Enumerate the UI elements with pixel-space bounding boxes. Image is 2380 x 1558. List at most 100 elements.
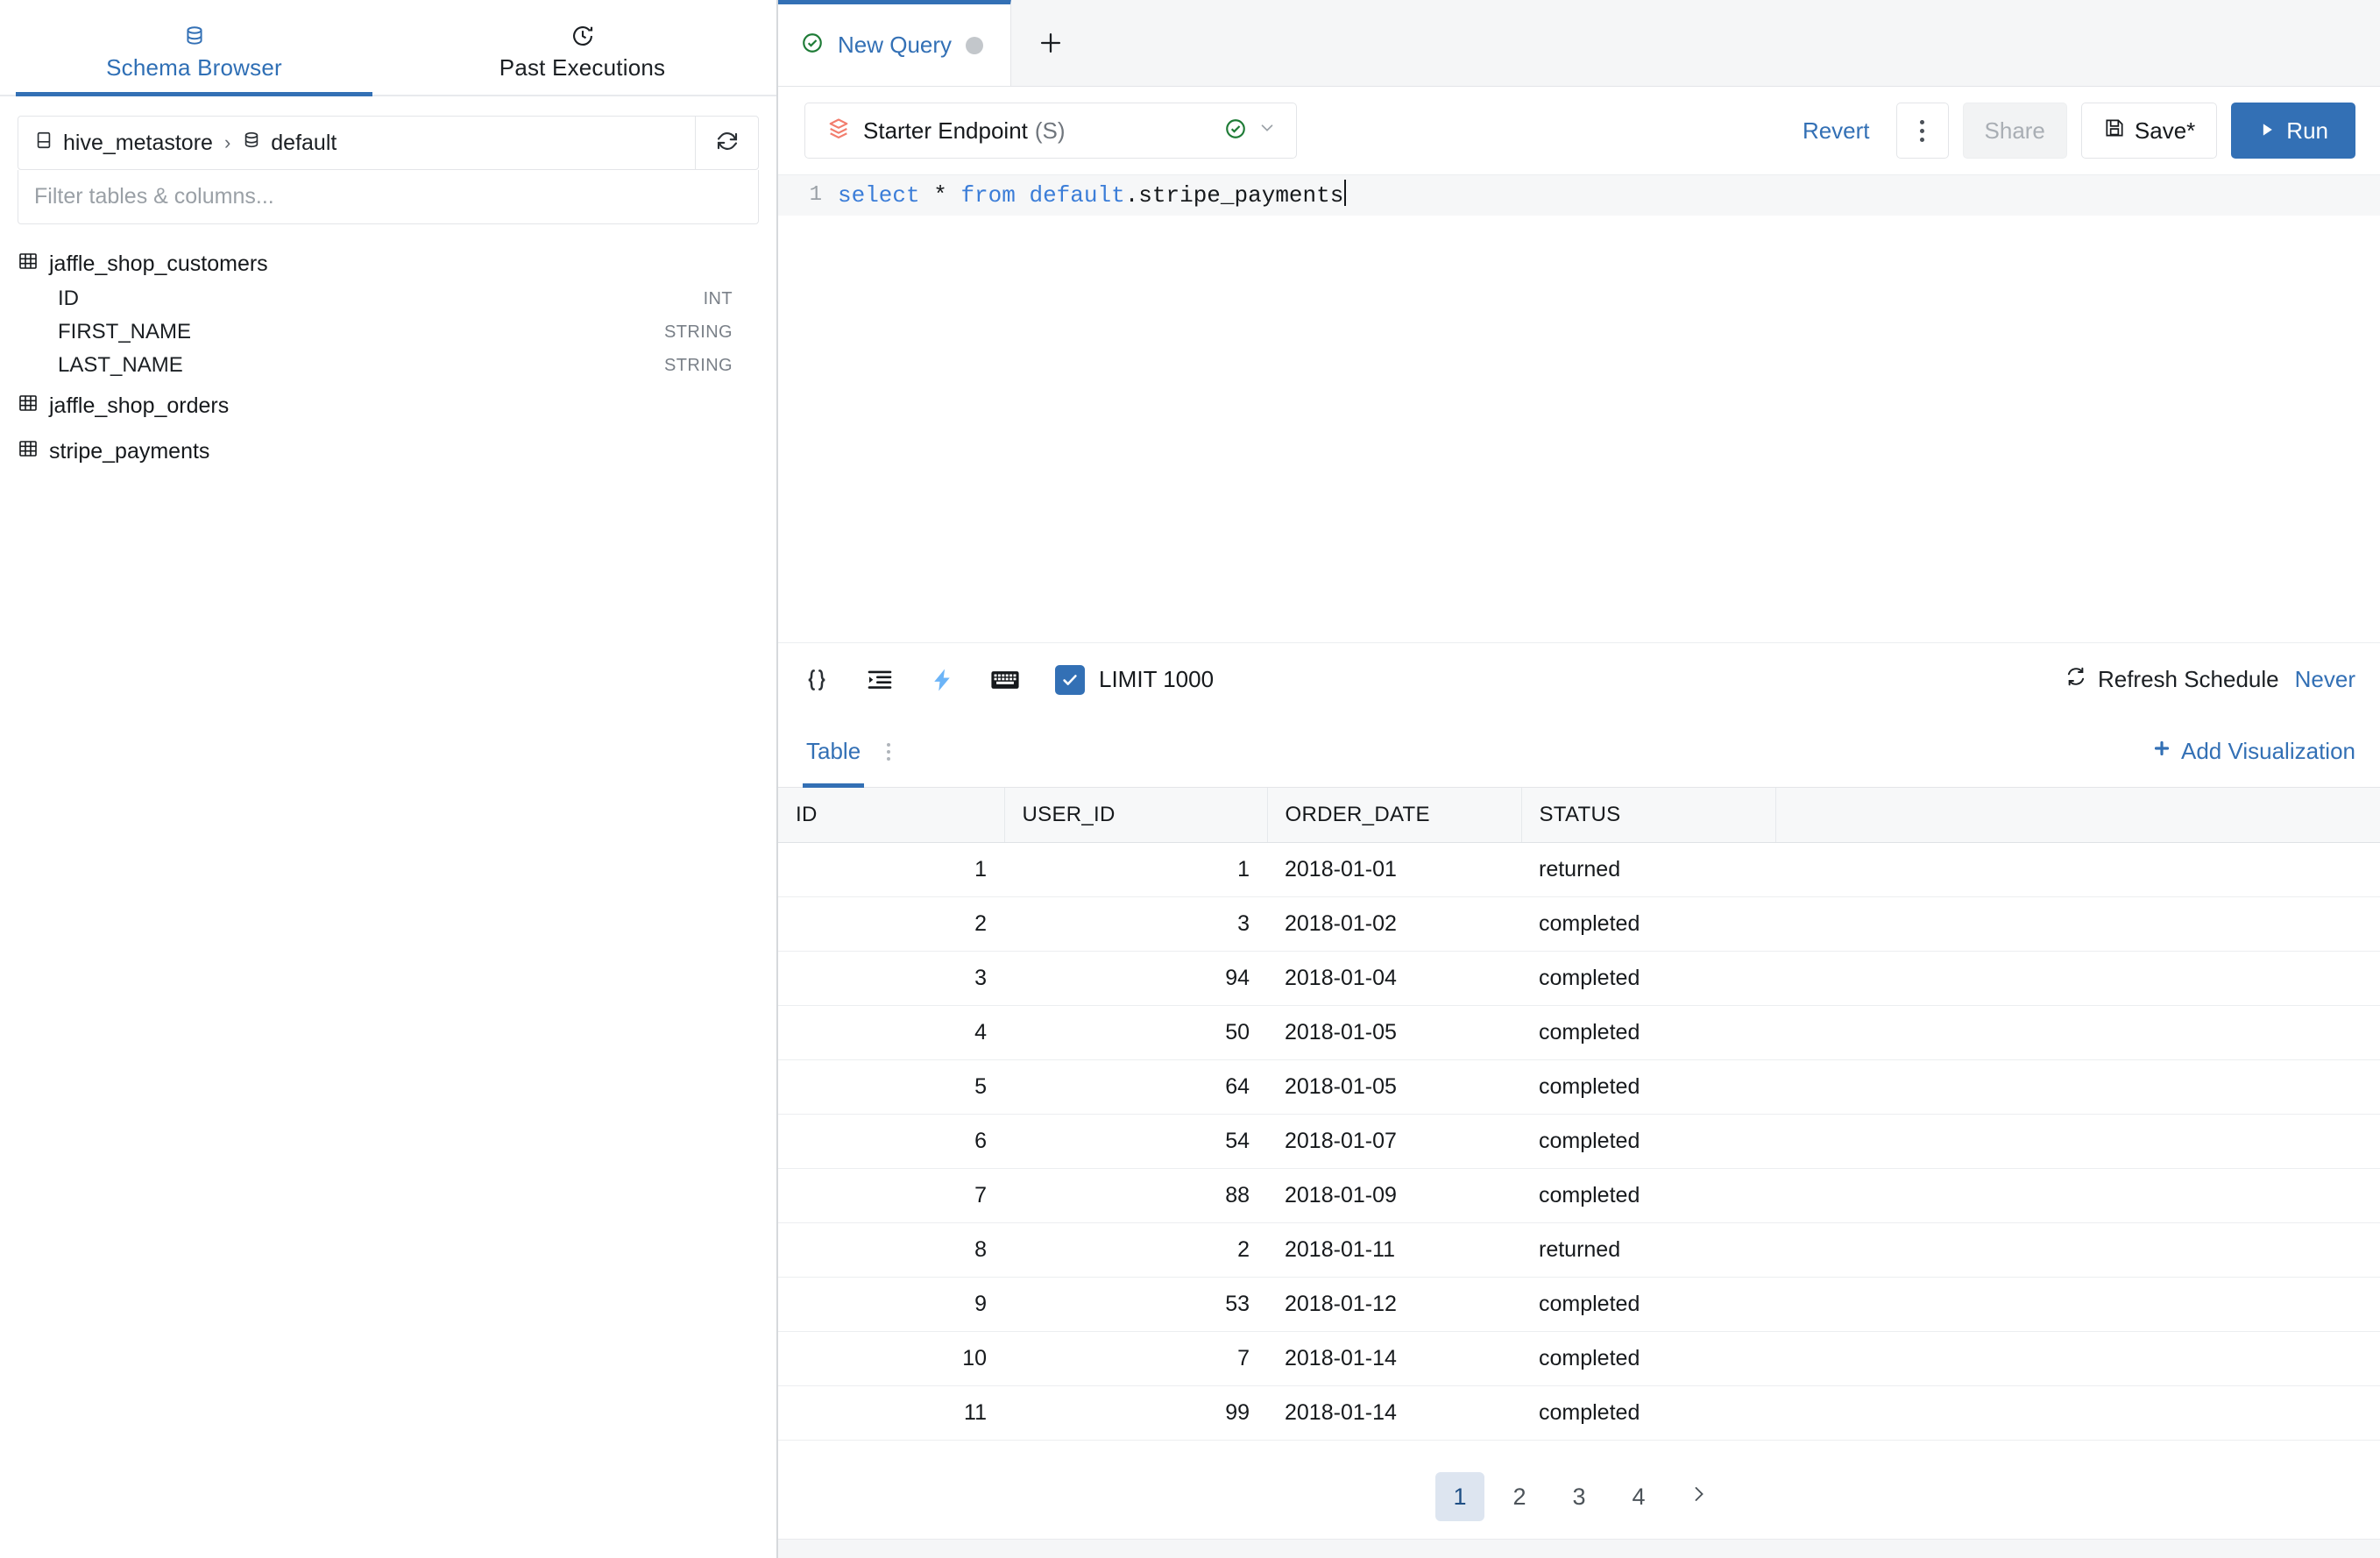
format-braces-icon[interactable] (803, 666, 831, 694)
table-row[interactable]: 8 2 2018-01-11 returned (778, 1222, 2380, 1278)
page-button-1[interactable]: 1 (1435, 1472, 1484, 1521)
refresh-schema-button[interactable] (695, 117, 758, 169)
cell-status: completed (1521, 1277, 1775, 1332)
table-row[interactable]: 7 88 2018-01-09 completed (778, 1168, 2380, 1223)
cell-id: 1 (778, 842, 1004, 897)
page-button-3[interactable]: 3 (1572, 1483, 1586, 1510)
revert-button[interactable]: Revert (1802, 117, 1870, 144)
cell-order-date: 2018-01-05 (1267, 1005, 1521, 1060)
save-label: Save* (2134, 117, 2196, 144)
refresh-schedule-label: Refresh Schedule (2097, 666, 2279, 692)
column-name: FIRST_NAME (58, 320, 192, 343)
limit-checkbox[interactable] (1055, 664, 1085, 695)
results-header-row: ID USER_ID ORDER_DATE STATUS (778, 788, 2380, 843)
sql-star: * (919, 182, 961, 209)
cell-user-id: 94 (1004, 951, 1267, 1006)
table-row[interactable]: 10 7 2018-01-14 completed (778, 1331, 2380, 1386)
query-tab-label: New Query (838, 32, 953, 58)
cell-filler (1775, 1114, 2380, 1169)
tree-item-label: jaffle_shop_orders (49, 393, 230, 418)
column-header-order-date[interactable]: ORDER_DATE (1267, 788, 1522, 843)
filter-tables-input[interactable] (34, 184, 742, 209)
check-circle-icon (1224, 117, 1247, 145)
refresh-schedule-value[interactable]: Never (2294, 666, 2355, 692)
tree-item-stripe-payments[interactable]: stripe_payments (18, 433, 759, 470)
cell-user-id: 1 (1004, 842, 1267, 897)
lightning-icon[interactable] (929, 666, 955, 694)
run-button[interactable]: Run (2231, 103, 2355, 159)
column-header-status[interactable]: STATUS (1521, 788, 1776, 843)
cell-filler (1775, 896, 2380, 952)
breadcrumb[interactable]: hive_metastore › default (18, 117, 695, 169)
table-row[interactable]: 9 53 2018-01-12 completed (778, 1277, 2380, 1332)
chevron-right-icon (1688, 1484, 1709, 1511)
filter-row (18, 170, 759, 224)
chevron-down-icon[interactable] (1257, 118, 1277, 143)
tree-column-first-name[interactable]: FIRST_NAME STRING (18, 315, 759, 349)
column-header-id[interactable]: ID (778, 788, 1005, 843)
query-tab-new-query[interactable]: New Query (778, 0, 1011, 86)
cell-status: completed (1521, 1385, 1775, 1441)
table-row[interactable]: 6 54 2018-01-07 completed (778, 1114, 2380, 1169)
left-panel-tabs: Schema Browser Past Executions (0, 0, 776, 96)
table-row[interactable]: 4 50 2018-01-05 completed (778, 1005, 2380, 1060)
tab-schema-browser[interactable]: Schema Browser (0, 0, 388, 96)
refresh-cycle-icon (2065, 665, 2087, 694)
sql-editor[interactable]: 1 select * from default.stripe_payments (778, 174, 2380, 642)
cell-id: 2 (778, 896, 1004, 952)
share-label: Share (1984, 117, 2045, 144)
endpoint-name: Starter Endpoint (863, 117, 1028, 144)
column-header-user-id[interactable]: USER_ID (1004, 788, 1268, 843)
new-query-tab-button[interactable] (1011, 0, 1090, 86)
page-button-4[interactable]: 4 (1632, 1483, 1646, 1510)
breadcrumb-separator: › (223, 131, 231, 153)
pagination: 1 2 3 4 (778, 1455, 2380, 1539)
refresh-schedule-control[interactable]: Refresh Schedule Never (2065, 665, 2355, 694)
tree-item-jaffle-shop-orders[interactable]: jaffle_shop_orders (18, 387, 759, 424)
table-row[interactable]: 1 1 2018-01-01 returned (778, 842, 2380, 897)
keyboard-icon[interactable] (990, 667, 1020, 693)
add-visualization-button[interactable]: Add Visualization (2151, 738, 2355, 765)
schema-browser-panel: Schema Browser Past Executions (0, 0, 778, 1558)
code-content[interactable]: select * from default.stripe_payments (838, 175, 1347, 216)
tab-label: Schema Browser (106, 54, 282, 81)
column-header-filler (1775, 788, 2380, 843)
tab-past-executions[interactable]: Past Executions (388, 0, 776, 95)
cell-status: completed (1521, 1059, 1775, 1115)
breadcrumb-catalog[interactable]: hive_metastore (63, 130, 213, 155)
tab-table[interactable]: Table (803, 716, 865, 788)
query-editor-panel: New Query Starter Endpoint ( (778, 0, 2380, 1558)
column-type: STRING (664, 355, 733, 375)
more-options-button[interactable] (1895, 103, 1949, 159)
next-page-button[interactable] (1674, 1472, 1723, 1521)
table-row[interactable]: 2 3 2018-01-02 completed (778, 896, 2380, 952)
cell-order-date: 2018-01-01 (1267, 842, 1521, 897)
line-number: 1 (809, 183, 822, 207)
tab-label: Past Executions (499, 54, 666, 81)
tree-column-last-name[interactable]: LAST_NAME STRING (18, 349, 759, 382)
catalog-icon (34, 130, 53, 157)
column-name: ID (58, 287, 79, 310)
database-icon (242, 130, 261, 157)
tree-item-jaffle-shop-customers[interactable]: jaffle_shop_customers (18, 245, 759, 282)
share-button[interactable]: Share (1962, 103, 2067, 159)
tree-column-id[interactable]: ID INT (18, 282, 759, 315)
indent-icon[interactable] (866, 666, 894, 694)
code-line-1: 1 select * from default.stripe_payments (778, 175, 2380, 216)
page-button-2[interactable]: 2 (1512, 1483, 1526, 1510)
cell-id: 5 (778, 1059, 1004, 1115)
save-button[interactable]: Save* (2080, 103, 2218, 159)
results-table: ID USER_ID ORDER_DATE STATUS 1 1 2018-01… (778, 788, 2380, 1441)
table-row[interactable]: 3 94 2018-01-04 completed (778, 951, 2380, 1006)
endpoint-selector[interactable]: Starter Endpoint (S) (804, 103, 1297, 159)
results-tab-options-button[interactable] (887, 740, 891, 764)
table-row[interactable]: 11 99 2018-01-14 completed (778, 1385, 2380, 1441)
table-row[interactable]: 5 64 2018-01-05 completed (778, 1059, 2380, 1115)
cell-id: 6 (778, 1114, 1004, 1169)
cell-filler (1775, 1277, 2380, 1332)
limit-toggle[interactable]: LIMIT 1000 (1055, 664, 1214, 695)
cell-status: returned (1521, 1222, 1775, 1278)
editor-tool-icons (803, 666, 1020, 694)
cell-id: 10 (778, 1331, 1004, 1386)
breadcrumb-schema[interactable]: default (271, 130, 337, 155)
